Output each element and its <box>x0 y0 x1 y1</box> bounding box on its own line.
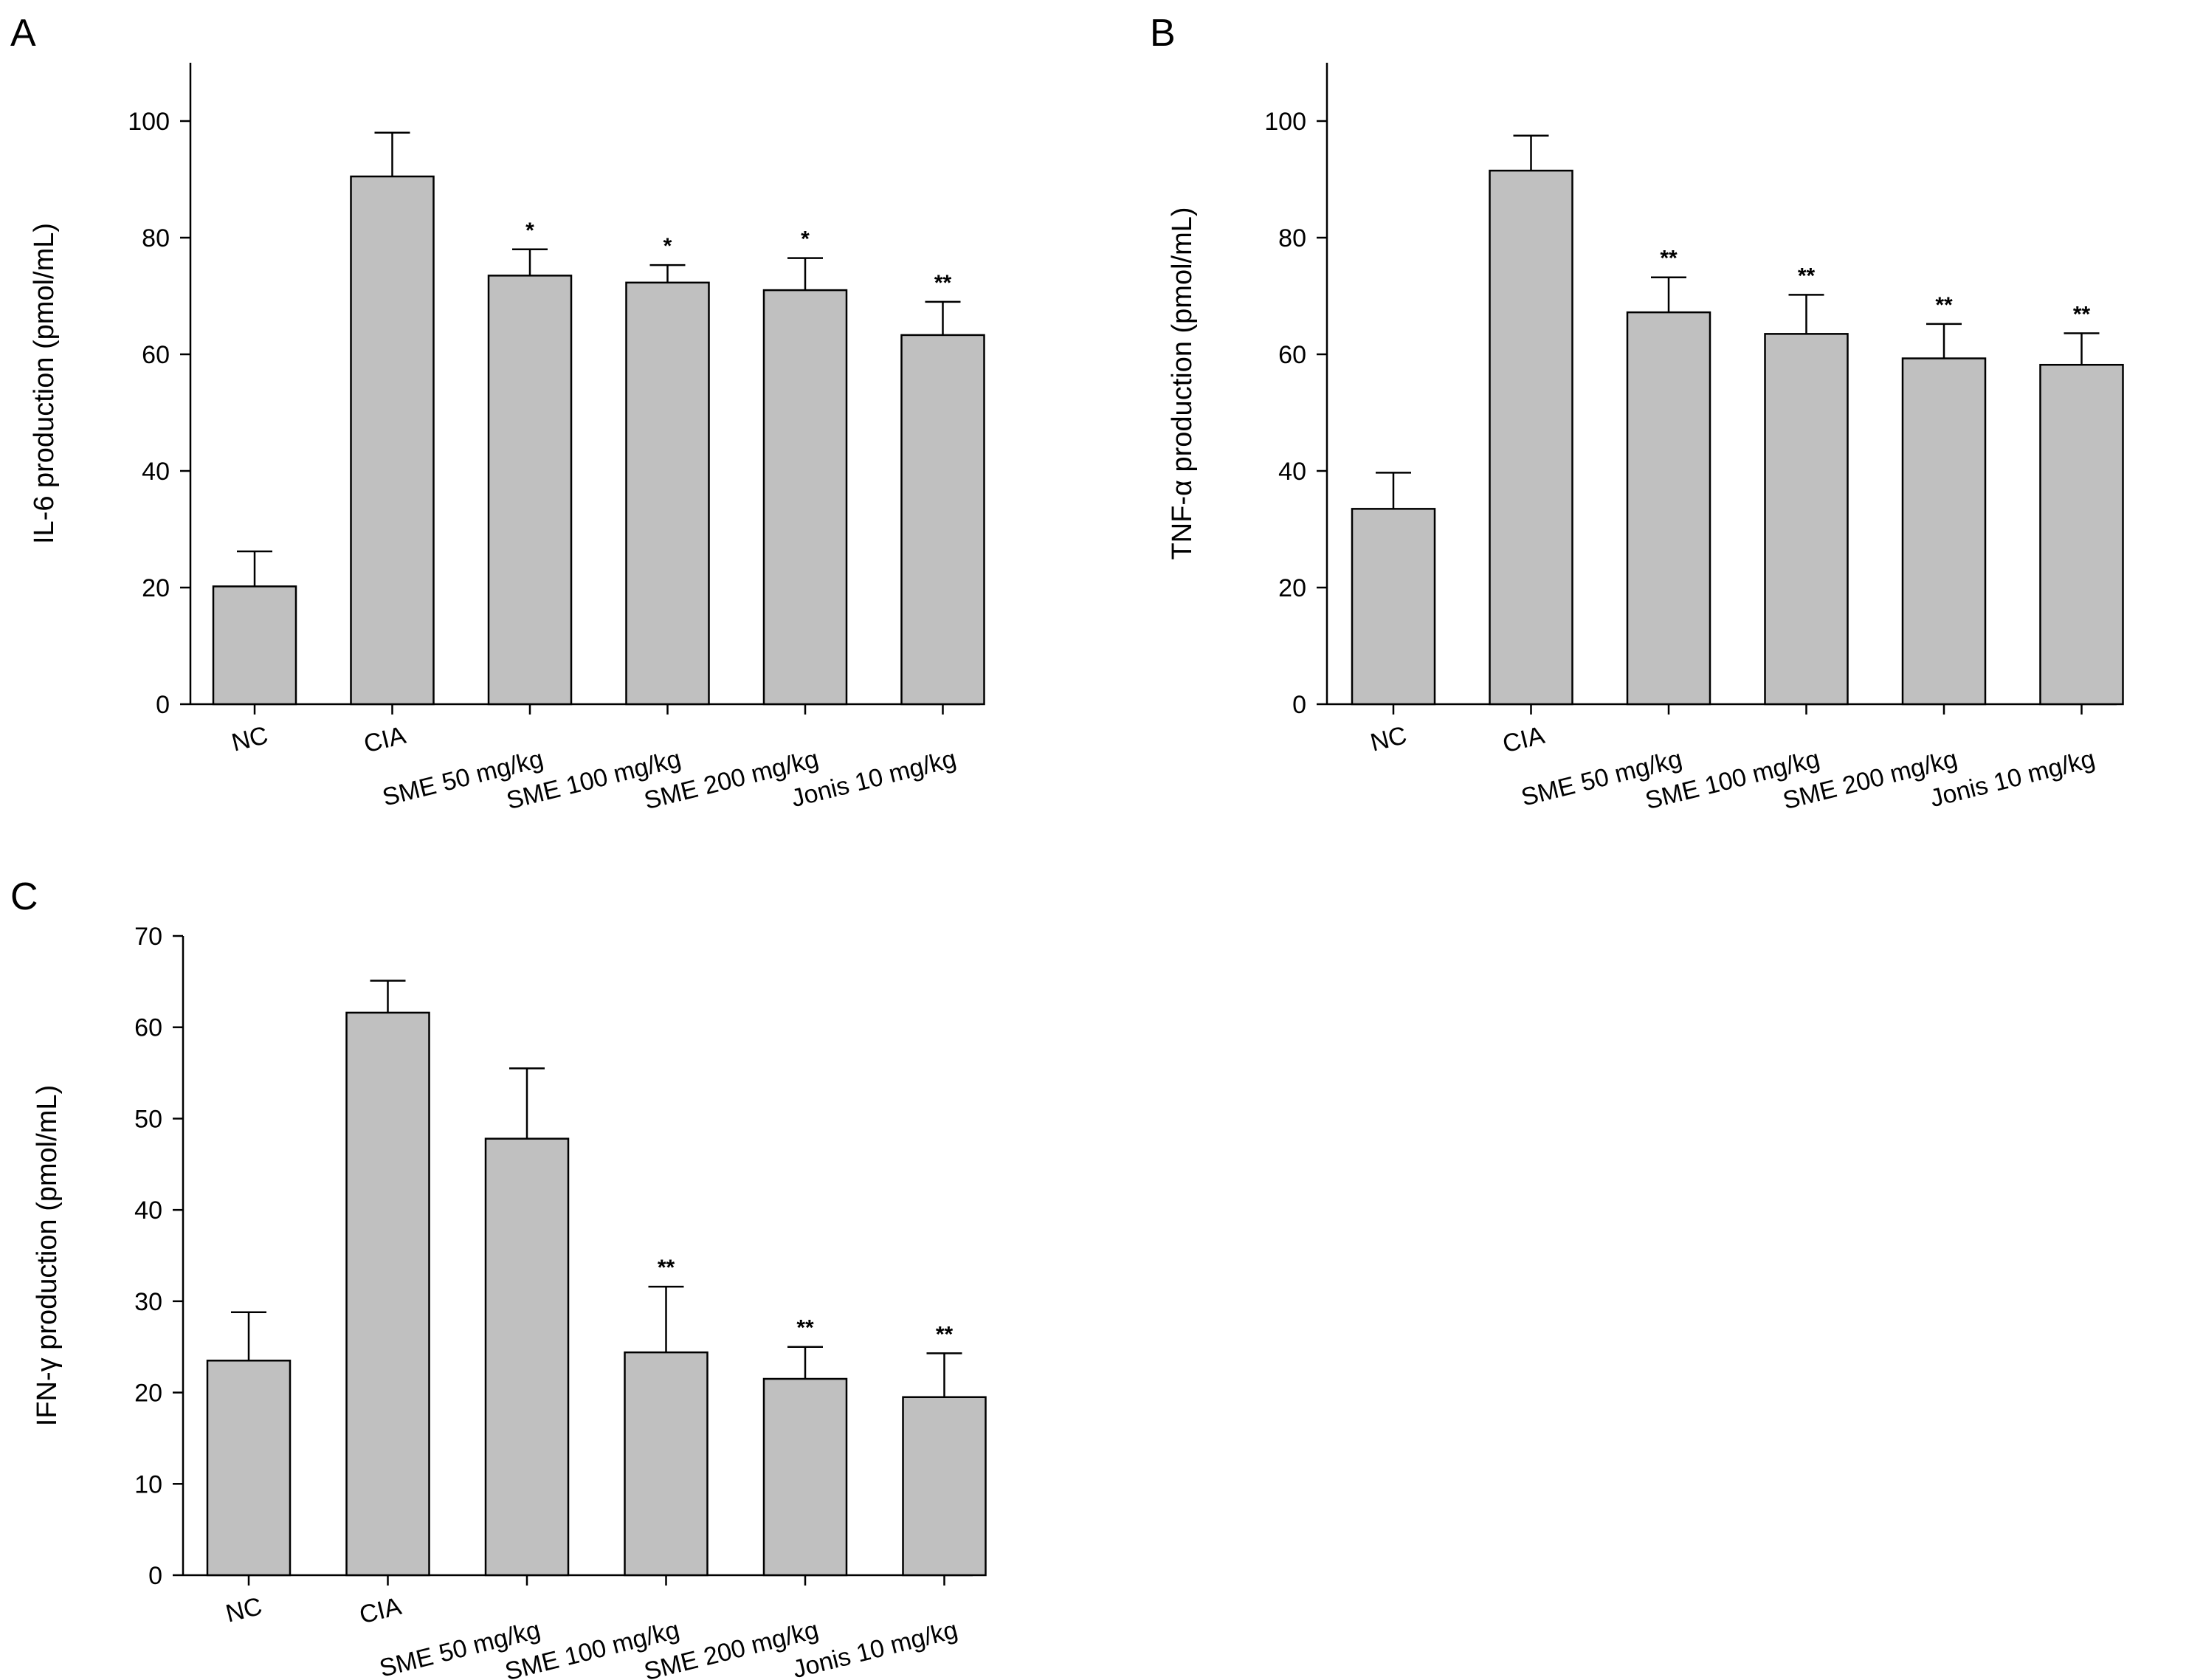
x-category-label: NC <box>1368 721 1410 757</box>
chart-panel-c: C 0 10 20 30 40 50 60 70 IFN-γ production (pmol/m… <box>10 875 987 1680</box>
bar-sme-200-mg-kg <box>1901 357 1987 706</box>
significance-marker: * <box>663 234 672 258</box>
bar-sme-50-mg-kg <box>487 275 573 706</box>
y-tick-label: 50 <box>134 1105 162 1133</box>
panel-label: B <box>1150 12 1176 55</box>
y-tick-label: 20 <box>1278 574 1306 602</box>
y-axis-label: IL-6 production (pmol/mL) <box>29 223 60 544</box>
y-axis-label: IFN-γ production (pmol/mL) <box>32 1085 63 1426</box>
significance-marker: * <box>525 218 534 243</box>
significance-marker: ** <box>658 1256 675 1280</box>
x-category-label: CIA <box>356 1592 404 1630</box>
bar-cia <box>345 1011 430 1577</box>
x-category-label: CIA <box>361 721 408 759</box>
bar-jonis-10-mg-kg <box>2039 363 2124 706</box>
bar-sme-100-mg-kg <box>624 1351 709 1577</box>
y-tick-label: 20 <box>134 1380 162 1408</box>
significance-marker: ** <box>2073 303 2091 327</box>
x-category-label: NC <box>223 1592 265 1628</box>
panel-label: C <box>10 875 38 918</box>
bar-sme-50-mg-kg <box>1626 311 1711 706</box>
bar-nc <box>206 1360 292 1577</box>
significance-marker: * <box>801 227 810 252</box>
y-tick-label: 30 <box>134 1288 162 1316</box>
significance-marker: ** <box>1798 264 1816 288</box>
significance-marker: ** <box>936 1322 954 1346</box>
y-tick-label: 80 <box>1278 224 1306 252</box>
y-tick-label: 40 <box>134 1197 162 1225</box>
bar-sme-200-mg-kg <box>762 1377 848 1577</box>
y-tick-label: 0 <box>156 691 170 719</box>
y-tick-label: 40 <box>1278 458 1306 486</box>
y-tick-label: 60 <box>134 1014 162 1042</box>
chart-panel-a: A 0 20 40 60 80 100 IL-6 production (pmol/mL) NC… <box>10 12 985 815</box>
bar-sme-100-mg-kg <box>1764 333 1849 706</box>
y-tick-label: 100 <box>1264 108 1306 136</box>
bar-sme-50-mg-kg <box>484 1137 570 1577</box>
bar-cia <box>350 175 435 706</box>
significance-marker: ** <box>934 271 952 295</box>
y-axis-label: TNF-α production (pmol/mL) <box>1167 207 1198 560</box>
y-tick-label: 40 <box>142 458 170 486</box>
bar-nc <box>212 585 297 706</box>
y-tick-label: 20 <box>142 574 170 602</box>
bar-sme-200-mg-kg <box>762 289 848 706</box>
x-category-label: NC <box>229 721 271 757</box>
bar-sme-100-mg-kg <box>625 281 710 706</box>
y-tick-label: 70 <box>134 923 162 951</box>
significance-marker: ** <box>1660 247 1678 271</box>
y-tick-label: 60 <box>1278 341 1306 369</box>
significance-marker: ** <box>1935 293 1953 317</box>
chart-panel-b: B 0 20 40 60 80 100 TNF-α production (pmol/mL) N… <box>1150 12 2124 815</box>
y-tick-label: 60 <box>142 341 170 369</box>
y-tick-label: 0 <box>1292 691 1306 719</box>
bar-jonis-10-mg-kg <box>900 334 985 706</box>
x-category-label: CIA <box>1500 721 1547 759</box>
panel-label: A <box>10 12 36 55</box>
bar-jonis-10-mg-kg <box>902 1396 987 1577</box>
bar-nc <box>1351 508 1436 706</box>
y-tick-label: 0 <box>148 1562 162 1590</box>
y-tick-label: 10 <box>134 1470 162 1498</box>
y-tick-label: 80 <box>142 224 170 252</box>
y-tick-label: 100 <box>128 108 170 136</box>
bar-cia <box>1489 169 1573 706</box>
significance-marker: ** <box>796 1316 814 1340</box>
